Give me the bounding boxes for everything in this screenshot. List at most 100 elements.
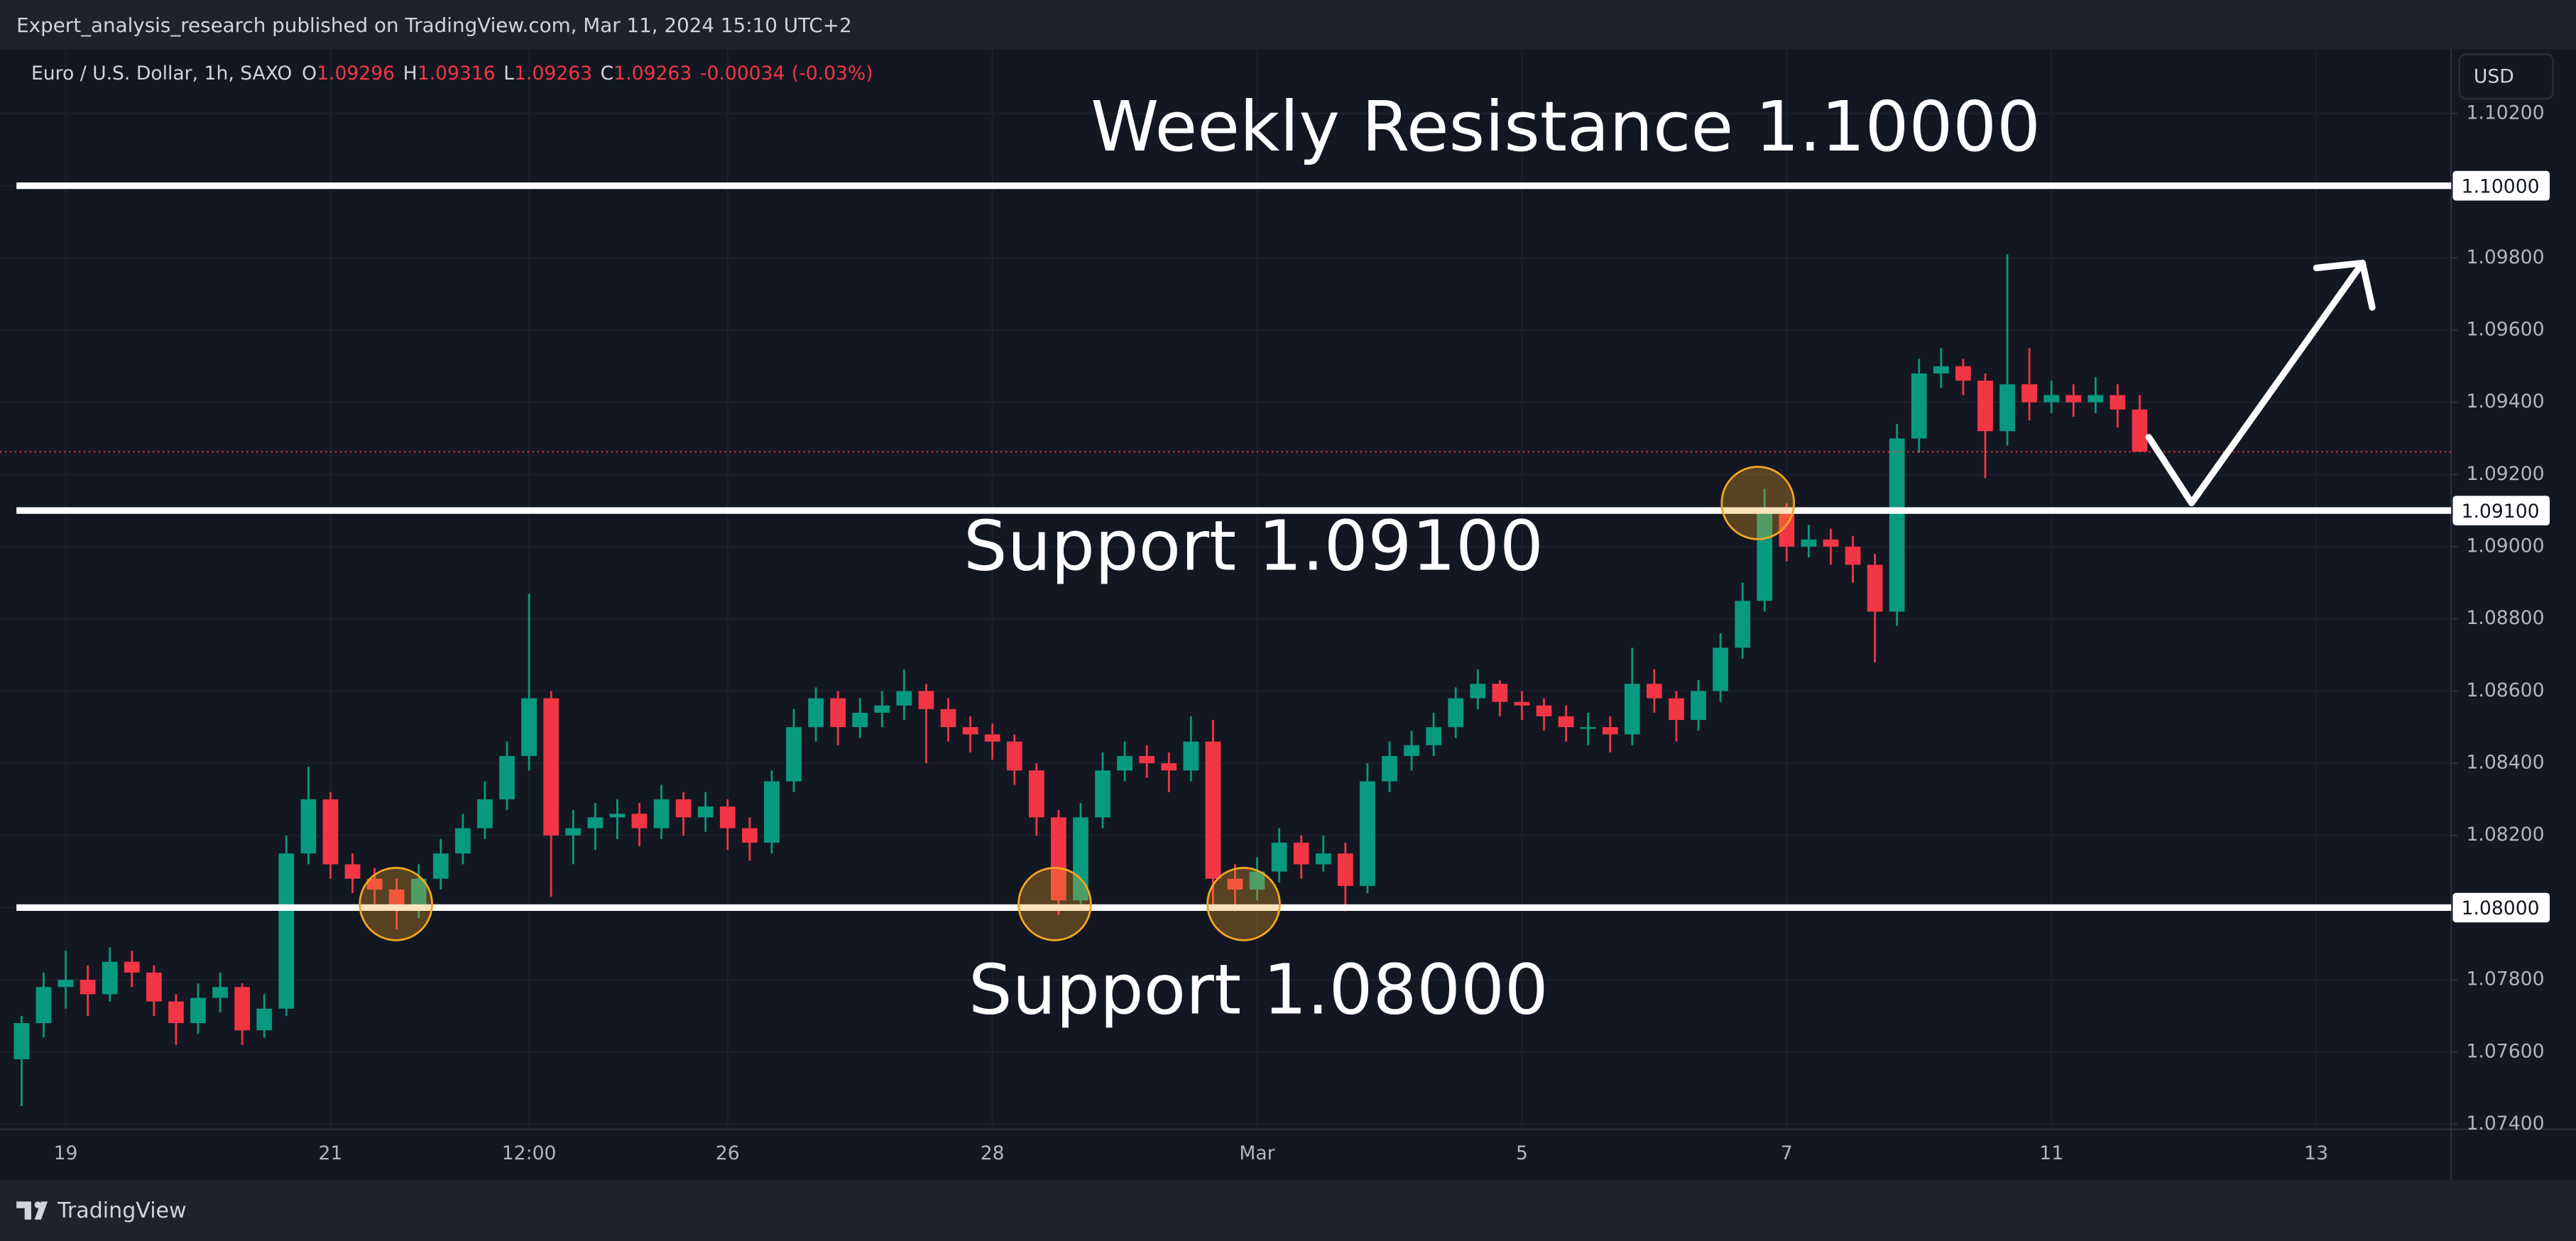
candle-body [2065, 395, 2082, 403]
candle-body [1006, 741, 1022, 771]
candle-body [940, 709, 956, 728]
y-tick-label: 1.07400 [2467, 1112, 2545, 1135]
candle-body [741, 828, 758, 843]
candle-body [388, 889, 405, 908]
grid: 1.07400 1.07600 1.07800 1.08000 1.08200 1.084… [0, 49, 2545, 1164]
y-tick-label: 1.09800 [2467, 246, 2545, 268]
legend-value: 1.09296 [317, 62, 395, 84]
overlay: 1.10000 Weekly Resistance 1.10000 1.09100 S… [0, 87, 2550, 1030]
x-tick-label: 11 [2039, 1142, 2063, 1164]
candle-body [1161, 763, 1177, 771]
candle-body [124, 961, 140, 973]
y-tick-label: 1.08600 [2467, 679, 2545, 701]
candle-body [565, 828, 582, 836]
candle-body [1293, 842, 1309, 865]
candle-body [410, 878, 427, 908]
candle-body [1977, 381, 1993, 432]
currency-button[interactable] [2458, 53, 2554, 100]
candle-body [322, 799, 339, 865]
level-annotation: Weekly Resistance 1.10000 [1091, 87, 2041, 167]
candle-body [278, 853, 295, 1009]
touch-circle [1720, 466, 1796, 540]
candle-body [1227, 878, 1243, 890]
candle-body [1933, 366, 1949, 373]
x-tick-label: 12:00 [502, 1142, 557, 1164]
arrow-path [2145, 259, 2366, 507]
level-price-label: 1.08000 [2462, 897, 2540, 919]
candle-body [1999, 384, 2015, 432]
legend-value: 1.09263 [613, 62, 692, 84]
publisher-note: Expert_analysis_research published on Tr… [16, 13, 852, 37]
x-tick-label: 26 [716, 1142, 740, 1164]
candle-body [918, 691, 934, 709]
candle-body [499, 755, 515, 799]
candle-body [344, 864, 361, 879]
candle-body [1360, 781, 1375, 886]
candle-body [1889, 438, 1905, 612]
candle-body [58, 980, 74, 988]
footer-bar [0, 1180, 2576, 1241]
candle-body [1558, 716, 1574, 728]
candle-body [609, 814, 626, 818]
logo-dot [34, 1201, 41, 1208]
projection-arrow [2145, 259, 2376, 507]
arrow-head [2313, 259, 2376, 311]
touch-circle [1206, 867, 1281, 941]
candle-body [1315, 853, 1331, 865]
currency[interactable]: USD [2474, 65, 2514, 87]
candle-body [1823, 539, 1839, 547]
y-tick-label: 1.09400 [2467, 390, 2545, 412]
candle-body [256, 1008, 273, 1031]
candle-body [36, 987, 52, 1024]
candle-body [1647, 684, 1662, 699]
candle-body [697, 807, 714, 818]
candle-body [962, 727, 978, 735]
candle-body [1404, 745, 1419, 756]
candle-body [1911, 373, 1927, 439]
candle-body [1713, 647, 1728, 691]
candle-body [1117, 755, 1133, 771]
candle-body [455, 828, 471, 854]
candles [13, 254, 2148, 1107]
x-tick-label: 5 [1516, 1142, 1528, 1164]
candle-body [2087, 395, 2104, 403]
y-tick-label: 1.08400 [2467, 752, 2545, 774]
level-annotation: Support 1.08000 [968, 950, 1549, 1030]
y-tick-label: 1.08200 [2467, 824, 2545, 846]
y-tick-label: 1.09000 [2467, 535, 2545, 557]
legend-label: O [302, 62, 317, 84]
header-bar [0, 0, 2576, 50]
candle-body [1757, 510, 1773, 601]
symbol: Euro / U.S. Dollar, 1h, SAXO [31, 62, 292, 84]
y-tick-label: 1.08800 [2467, 607, 2545, 629]
x-tick-label: 28 [981, 1142, 1005, 1164]
candle-body [168, 1001, 184, 1024]
symbol-legend: Euro / U.S. Dollar, 1h, SAXO O1.09296 H 1.0… [31, 62, 873, 84]
x-tick-label: 19 [54, 1142, 78, 1164]
candle-body [1624, 684, 1640, 735]
x-tick-label: 13 [2304, 1142, 2328, 1164]
candle-body [477, 799, 493, 829]
touch-circle [1017, 867, 1092, 941]
candle-body [1337, 853, 1353, 886]
y-tick-label: 1.09600 [2467, 318, 2545, 340]
candle-body [1801, 539, 1817, 547]
candle-body [1580, 727, 1596, 729]
candle-body [234, 987, 251, 1031]
legend-label: H [403, 62, 417, 84]
candle-body [653, 799, 670, 829]
legend-label: L [503, 62, 514, 84]
candle-body [366, 878, 383, 890]
candle-body [1095, 770, 1110, 818]
candle-body [13, 1023, 30, 1059]
candle-body [1448, 698, 1464, 728]
change-percent: (-0.03%) [792, 62, 873, 84]
y-tick-label: 1.07600 [2467, 1040, 2545, 1062]
level-price-box [2452, 496, 2550, 526]
candle-body [1183, 741, 1199, 771]
candle-body [1602, 727, 1618, 735]
candle-body [631, 814, 648, 829]
candle-body [102, 961, 118, 995]
